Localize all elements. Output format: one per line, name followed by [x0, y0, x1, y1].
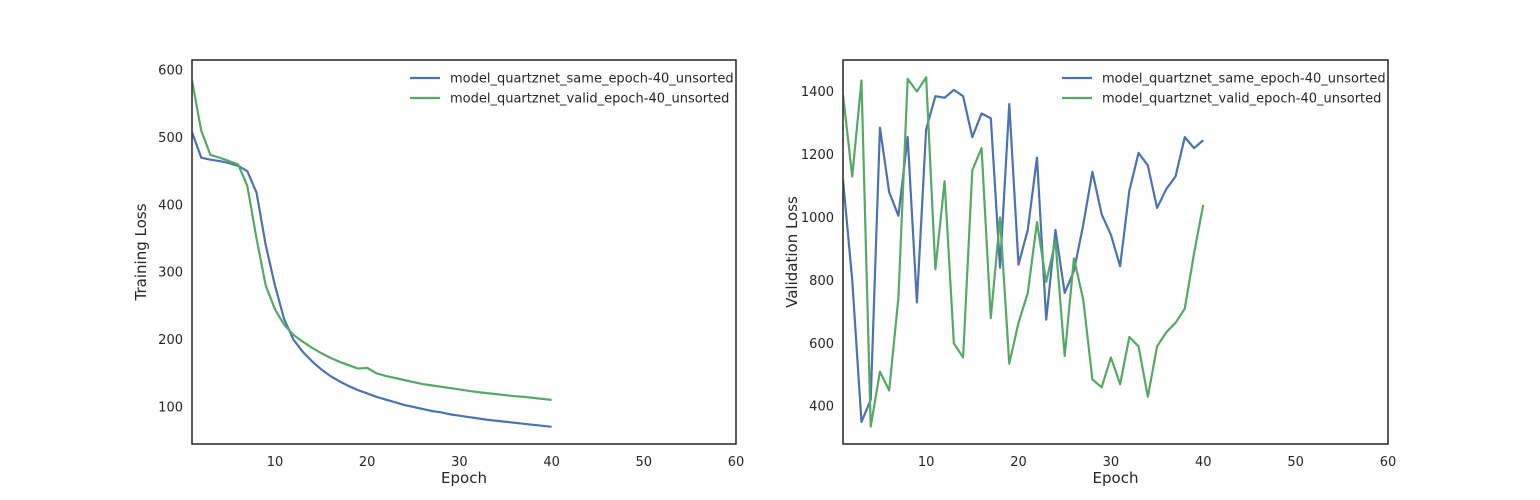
x-axis-label: Epoch: [1093, 469, 1139, 487]
x-tick-label: 40: [1195, 455, 1212, 470]
series-line-valid: [843, 76, 1205, 428]
x-tick-label: 30: [451, 455, 468, 470]
x-tick-label: 30: [1103, 455, 1120, 470]
y-tick-label: 400: [809, 400, 834, 415]
training-loss-chart: 10 20 30 40 50 60 100 200 300 400 500 600 Epoch Train…: [132, 59, 745, 487]
y-tick-label: 300: [158, 266, 183, 281]
y-tick-label: 1000: [801, 211, 834, 226]
plot-border: [191, 59, 737, 445]
legend-label: model_quartznet_same_epoch-40_unsorted: [450, 72, 734, 87]
plot-frame: [191, 59, 737, 445]
y-tick-label: 500: [158, 131, 183, 146]
legend-label: model_quartznet_valid_epoch-40_unsorted: [450, 92, 729, 107]
x-tick-label: 20: [1010, 455, 1027, 470]
y-tick-label: 100: [158, 400, 183, 415]
x-tick-label: 60: [1380, 455, 1397, 470]
validation-loss-chart: 10 20 30 40 50 60 400 600 800 1000 1200 1400 Epoch Va…: [783, 59, 1397, 487]
x-tick-label: 50: [1287, 455, 1304, 470]
x-tick-label: 10: [267, 455, 284, 470]
x-tick-label: 10: [918, 455, 935, 470]
y-axis-label: Validation Loss: [783, 196, 801, 308]
plot-border: [842, 59, 1389, 445]
series-line-valid: [192, 80, 552, 401]
y-axis-label: Training Loss: [132, 203, 150, 301]
x-tick-label: 60: [728, 455, 745, 470]
y-tick-label: 400: [158, 198, 183, 213]
y-tick-label: 600: [158, 64, 183, 79]
x-tick-label: 50: [636, 455, 653, 470]
series-line-same: [192, 131, 552, 428]
legend-label: model_quartznet_valid_epoch-40_unsorted: [1102, 92, 1381, 107]
y-tick-label: 600: [809, 337, 834, 352]
y-tick-label: 1200: [801, 148, 834, 163]
x-axis-label: Epoch: [441, 469, 487, 487]
x-tick-label: 40: [543, 455, 560, 470]
y-tick-label: 800: [809, 274, 834, 289]
x-tick-label: 20: [359, 455, 376, 470]
y-tick-label: 200: [158, 333, 183, 348]
y-tick-label: 1400: [801, 85, 834, 100]
legend-label: model_quartznet_same_epoch-40_unsorted: [1102, 72, 1386, 87]
